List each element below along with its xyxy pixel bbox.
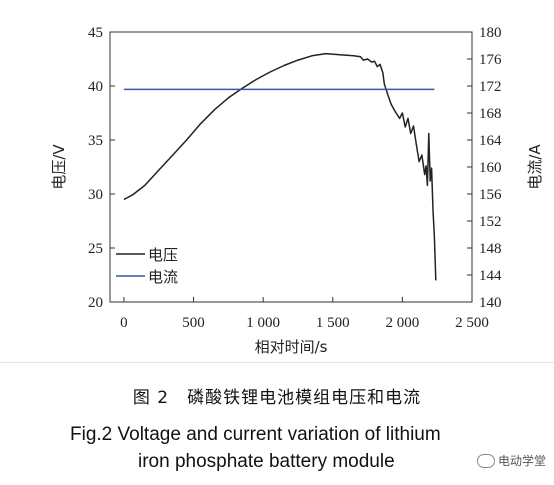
x-tick-label: 1 500 bbox=[316, 315, 350, 331]
y-right-tick-label: 148 bbox=[479, 241, 502, 257]
legend-label-current: 电流 bbox=[148, 268, 178, 286]
wechat-icon bbox=[476, 453, 495, 468]
y-left-tick-label: 35 bbox=[88, 133, 103, 149]
y-left-tick-label: 25 bbox=[88, 241, 103, 257]
y-right-tick-label: 180 bbox=[479, 25, 502, 41]
legend-label-voltage: 电压 bbox=[148, 246, 178, 264]
figure-caption-en: Fig.2 Voltage and current variation of l… bbox=[70, 421, 554, 475]
y-right-tick-label: 160 bbox=[479, 160, 502, 176]
y-left-tick-label: 40 bbox=[88, 79, 103, 95]
chart: 0 500 1 000 1 500 2 000 2 500 20 25 30 35 40 45 14… bbox=[50, 25, 544, 356]
y-right-tick-label: 140 bbox=[479, 295, 502, 311]
legend: 电压 电流 bbox=[116, 246, 178, 286]
watermark: 电动学堂 bbox=[476, 452, 546, 469]
y-axis-left-label: 电压/V bbox=[50, 144, 68, 190]
x-tick-label: 2 000 bbox=[386, 315, 420, 331]
y-right-tick-label: 164 bbox=[479, 133, 502, 149]
watermark-text: 电动学堂 bbox=[497, 454, 546, 468]
x-tick-label: 500 bbox=[182, 315, 205, 331]
voltage-series-line bbox=[123, 52, 437, 281]
figure-caption-en-line-2: iron phosphate battery module bbox=[138, 451, 395, 472]
y-right-tick-label: 152 bbox=[479, 214, 502, 230]
figure-caption-en-line-1: Fig.2 Voltage and current variation of l… bbox=[70, 424, 441, 445]
y-right-tick-label: 168 bbox=[479, 106, 502, 122]
x-tick-label: 0 bbox=[120, 315, 128, 331]
y-axis-right-label: 电流/A bbox=[526, 144, 544, 190]
y-left-tick-label: 20 bbox=[88, 295, 103, 311]
x-axis-label: 相对时间/s bbox=[255, 338, 328, 356]
x-tick-label: 1 000 bbox=[246, 315, 280, 331]
figure-caption-cn: 图 2 磷酸铁锂电池模组电压和电流 bbox=[132, 388, 422, 408]
y-right-tick-label: 156 bbox=[479, 187, 502, 203]
y-left-tick-label: 45 bbox=[88, 25, 103, 41]
y-right-tick-label: 172 bbox=[479, 79, 502, 95]
y-left-tick-label: 30 bbox=[88, 187, 103, 203]
y-right-tick-label: 176 bbox=[479, 52, 502, 68]
y-right-tick-label: 144 bbox=[479, 268, 502, 284]
divider bbox=[0, 362, 554, 363]
x-tick-label: 2 500 bbox=[455, 315, 489, 331]
